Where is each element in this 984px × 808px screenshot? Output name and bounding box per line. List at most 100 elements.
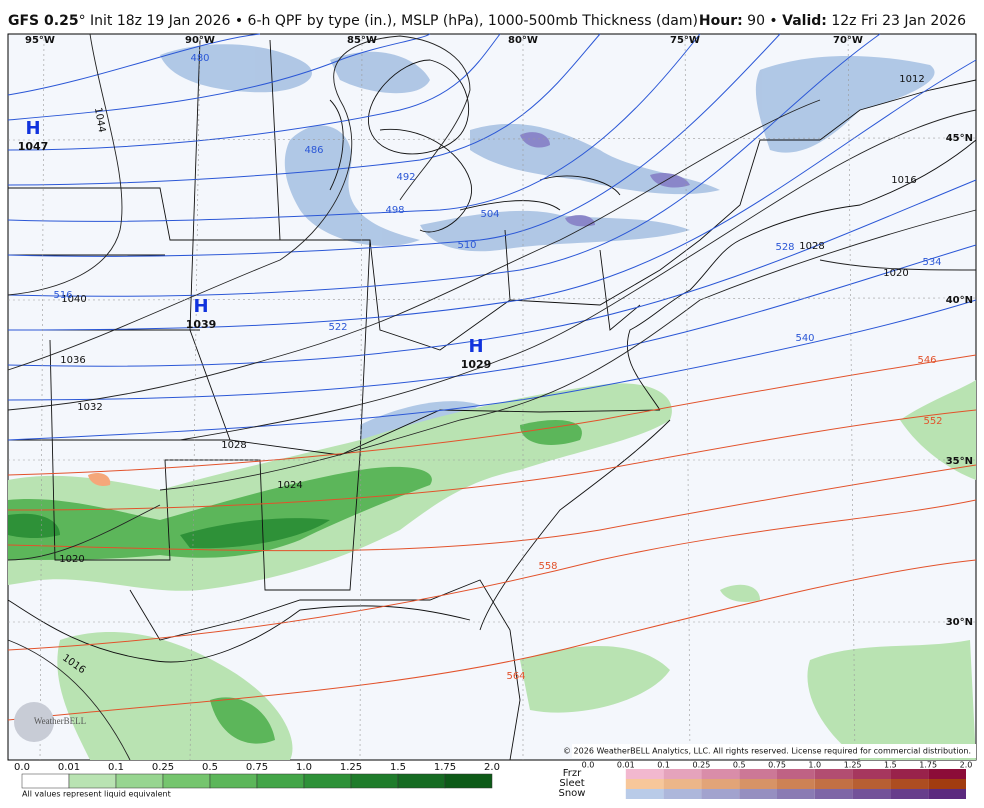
sleet-area (88, 473, 111, 486)
ptype-swatch (777, 769, 815, 779)
rain-heavy (8, 513, 330, 549)
ptype-scale-label: 1.75 (919, 761, 937, 770)
ptype-swatch (852, 789, 891, 799)
ptype-scale-label: 0.01 (617, 761, 635, 770)
isobars (7, 33, 977, 761)
qpf-swatch (256, 773, 305, 789)
ptype-scale-label: 1.25 (844, 761, 862, 770)
qpf-scale-label: 0.01 (58, 762, 80, 773)
high-symbol: H (25, 118, 40, 139)
lat-label: 40°N (946, 295, 973, 306)
qpf-swatch (68, 773, 117, 789)
snow-areas (160, 44, 935, 440)
qpf-scale-label: 0.1 (108, 762, 124, 773)
valid: 12z Fri 23 Jan 2026 (831, 13, 966, 29)
ptype-label: Snow (559, 788, 586, 799)
ptype-swatch (928, 789, 966, 799)
ptype-scale-label: 2.0 (960, 761, 973, 770)
isobar-label: 1016 (891, 175, 916, 186)
qpf-swatch (350, 773, 399, 789)
thickness-label: 552 (923, 416, 942, 427)
thickness-red (7, 354, 977, 721)
ptype-swatch (625, 779, 664, 789)
ptype-scale-label: 1.0 (808, 761, 821, 770)
thickness-label: 498 (385, 205, 404, 216)
ptype-scale-label: 0.75 (768, 761, 786, 770)
qpf-swatch (115, 773, 164, 789)
high-pressure: 1039 (186, 318, 217, 331)
qpf-scale-label: 1.5 (390, 762, 406, 773)
thickness-label: 546 (917, 355, 936, 366)
thickness-label: 504 (480, 209, 499, 220)
qpf-scale-label: 0.75 (246, 762, 268, 773)
map: 95°W 90°W 85°W 80°W 75°W 70°W 45°N 40°N … (7, 33, 977, 761)
lon-label: 80°W (508, 35, 538, 46)
ptype-swatch (701, 789, 740, 799)
isobar-label: 1028 (221, 440, 246, 451)
ptype-swatch (663, 789, 702, 799)
qpf-swatch (397, 773, 446, 789)
ptype-swatch (701, 769, 740, 779)
ptype-swatch (814, 769, 853, 779)
ptype-swatch (663, 779, 702, 789)
thickness-label: 486 (304, 145, 323, 156)
qpf-note: All values represent liquid equivalent (22, 790, 171, 799)
ptype-scale-label: 0.25 (692, 761, 710, 770)
thickness-label: 480 (190, 53, 209, 64)
ptype-swatch (890, 789, 929, 799)
ptype-swatch (777, 779, 815, 789)
isobar-label: 1020 (883, 268, 908, 279)
isobar-label: 1012 (899, 74, 924, 85)
qpf-scale-label: 0.5 (202, 762, 218, 773)
valid-label: Valid: (782, 13, 827, 29)
qpf-scale-label: 1.0 (296, 762, 312, 773)
ptype-scale-label: 0.0 (582, 761, 595, 770)
thickness-label: 522 (328, 322, 347, 333)
ptype-label: Frzr (563, 768, 582, 779)
logo-globe (14, 702, 54, 742)
isobar-label: 1020 (59, 554, 84, 565)
lon-label: 95°W (25, 35, 55, 46)
hour: 90 • (747, 13, 778, 29)
qpf-swatch (209, 773, 258, 789)
thickness-label: 564 (506, 671, 525, 682)
ptype-swatch (852, 769, 891, 779)
qpf-scale-label: 0.0 (14, 762, 30, 773)
ptype-swatch (739, 769, 777, 779)
borders (7, 39, 977, 761)
lon-label: 90°W (185, 35, 215, 46)
thickness-label: 558 (538, 561, 557, 572)
ptype-label: Sleet (559, 778, 584, 789)
qpf-scale-label: 0.25 (152, 762, 174, 773)
copyright-bg (572, 744, 976, 758)
high-symbol: H (193, 296, 208, 317)
thickness-label: 528 (775, 242, 794, 253)
lat-label: 45°N (946, 133, 973, 144)
isobar-label: 1024 (277, 480, 302, 491)
ptype-scale-label: 0.5 (733, 761, 746, 770)
snow-heavy (520, 132, 690, 227)
ptype-swatch (739, 789, 777, 799)
model: GFS 0.25 (8, 13, 79, 29)
qpf-swatch (21, 773, 70, 789)
isobar-label: 1036 (60, 355, 85, 366)
qpf-swatch (444, 773, 493, 789)
rain-moderate (8, 420, 582, 744)
ptype-swatch (625, 769, 664, 779)
header-left: GFS 0.25° Init 18z 19 Jan 2026 • 6-h QPF… (8, 13, 698, 29)
lon-label: 75°W (670, 35, 700, 46)
hour-label: Hour: (699, 13, 743, 29)
ptype-swatch (928, 779, 966, 789)
thickness-label: 540 (795, 333, 814, 344)
degree: ° (79, 13, 86, 29)
qpf-swatch (162, 773, 211, 789)
high-pressure: 1047 (18, 140, 49, 153)
thickness-label: 510 (457, 240, 476, 251)
thickness-labels: 480 486 492 498 504 510 516 522 534 540 (53, 53, 941, 344)
qpf-scale-label: 1.25 (340, 762, 362, 773)
qpf-swatch (303, 773, 352, 789)
lon-label: 70°W (833, 35, 863, 46)
graticule (7, 33, 977, 761)
ptype-scale-label: 1.5 (884, 761, 897, 770)
